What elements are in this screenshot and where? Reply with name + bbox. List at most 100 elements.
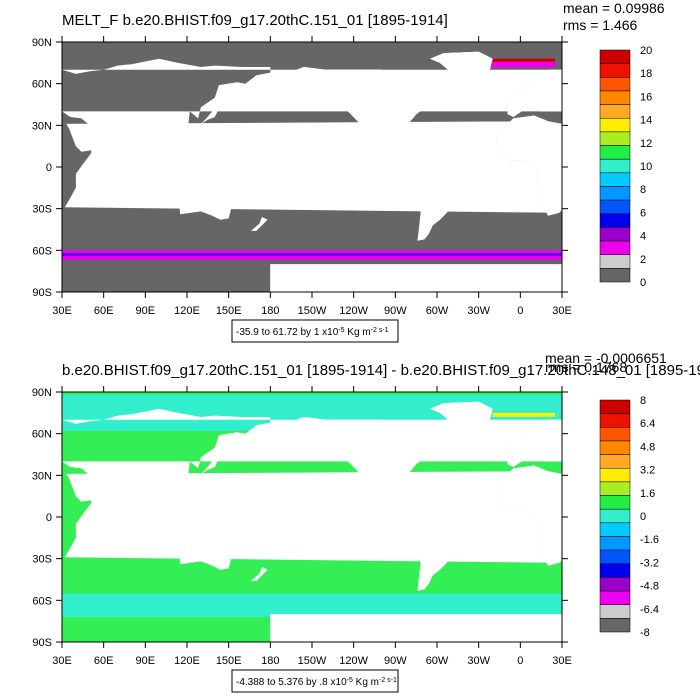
land-mass bbox=[200, 454, 218, 474]
land-mass bbox=[581, 534, 589, 552]
land-mass bbox=[679, 182, 700, 220]
y-tick-label: 90S bbox=[32, 287, 52, 299]
colorbar-label: -8 bbox=[640, 627, 650, 639]
colorbar-box bbox=[599, 63, 631, 78]
land-mass bbox=[652, 510, 667, 525]
colorbar-box bbox=[599, 481, 631, 496]
colorbar-label: 18 bbox=[640, 68, 652, 80]
colorbar-box bbox=[599, 145, 631, 160]
land-mass bbox=[202, 169, 229, 181]
x-tick-label: 60E bbox=[94, 305, 114, 317]
colorbar-box bbox=[599, 454, 631, 469]
land-mass bbox=[672, 157, 686, 172]
colorbar-label: 20 bbox=[640, 45, 652, 57]
land-mass bbox=[250, 567, 268, 581]
colorbar-box bbox=[599, 467, 631, 483]
x-tick-label: 30E bbox=[552, 305, 572, 317]
land-mass bbox=[679, 532, 700, 570]
land-mass bbox=[287, 417, 443, 506]
land-mass bbox=[178, 182, 233, 220]
x-tick-label: 60E bbox=[94, 655, 114, 667]
x-tick-label: 180 bbox=[261, 305, 279, 317]
y-tick-label: 90S bbox=[32, 637, 52, 649]
x-tick-label: 120W bbox=[339, 305, 368, 317]
x-tick-label: 150W bbox=[298, 655, 327, 667]
x-tick-label: 120E bbox=[174, 305, 200, 317]
colorbar-label: 1.6 bbox=[640, 488, 655, 500]
colorbar-box bbox=[599, 158, 631, 174]
land-mass bbox=[270, 264, 562, 292]
x-tick-label: 0 bbox=[517, 655, 523, 667]
colorbar-box bbox=[599, 577, 631, 592]
colorbar-box bbox=[599, 117, 631, 133]
x-tick-label: 30E bbox=[552, 655, 572, 667]
land-mass bbox=[430, 51, 493, 84]
range-label-box bbox=[231, 669, 399, 693]
x-tick-label: 60W bbox=[426, 655, 449, 667]
x-tick-label: 90W bbox=[384, 305, 407, 317]
land-mass bbox=[171, 157, 186, 173]
y-tick-label: 0 bbox=[46, 162, 52, 174]
colorbar-label: -3.2 bbox=[640, 557, 659, 569]
land-mass bbox=[287, 67, 443, 156]
colorbar-box bbox=[599, 227, 631, 242]
colorbar-label: 2 bbox=[640, 254, 646, 266]
y-tick-label: 30S bbox=[32, 554, 52, 566]
colorbar-label: -4.8 bbox=[640, 581, 659, 593]
panel-title: MELT_F b.e20.BHIST.f09_g17.20thC.151_01 … bbox=[62, 12, 448, 29]
colorbar-label: 6 bbox=[640, 207, 646, 219]
y-tick-label: 60N bbox=[32, 79, 52, 91]
arctic-diff-peak bbox=[492, 412, 556, 417]
colorbar-box bbox=[599, 254, 631, 269]
colorbar-box bbox=[599, 199, 631, 215]
land-mass bbox=[672, 507, 686, 522]
x-tick-label: 90E bbox=[136, 305, 156, 317]
land-mass bbox=[672, 507, 686, 522]
colorbar-box bbox=[599, 240, 631, 255]
arctic-melt-band bbox=[464, 61, 556, 68]
colorbar-label: 8 bbox=[640, 184, 646, 196]
range-label: -4.388 to 5.376 by .8 x10-5 Kg m-2 s-1 bbox=[236, 677, 397, 689]
x-tick-label: 30E bbox=[52, 655, 72, 667]
range-label-box bbox=[231, 319, 399, 343]
land-mass bbox=[430, 401, 493, 434]
colorbar-label: 6.4 bbox=[640, 418, 655, 430]
land-mass bbox=[407, 500, 472, 591]
colorbar-box bbox=[599, 536, 631, 551]
panel-melt-f: MELT_F b.e20.BHIST.f09_g17.20thC.151_01 … bbox=[32, 0, 700, 343]
land-mass bbox=[506, 69, 562, 117]
antarctic-melt-core bbox=[62, 253, 562, 257]
colorbar-label: 14 bbox=[640, 115, 652, 127]
land-mass bbox=[496, 465, 562, 566]
y-tick-label: 90N bbox=[32, 387, 52, 399]
range-label: -35.9 to 61.72 by 1 x10-5 Kg m-2 s-1 bbox=[236, 327, 389, 339]
map-plot: 30E 60E 90E 120E 150E 180 150W 120W 90W 60W 30W 0 30… bbox=[32, 36, 700, 343]
antarctic-diff-band bbox=[62, 593, 562, 617]
land-mass bbox=[652, 160, 667, 175]
y-tick-label: 30S bbox=[32, 204, 52, 216]
x-tick-label: 150W bbox=[298, 305, 327, 317]
y-tick-label: 90N bbox=[32, 37, 52, 49]
colorbar-label: -6.4 bbox=[640, 604, 659, 616]
x-tick-label: 60W bbox=[426, 305, 449, 317]
colorbar-box bbox=[599, 618, 631, 633]
colorbar-box bbox=[599, 172, 631, 187]
colorbar-box bbox=[599, 413, 631, 428]
land-mass bbox=[581, 184, 589, 202]
land-mass bbox=[679, 182, 700, 220]
arctic-melt-peak bbox=[492, 58, 556, 62]
colorbar-box bbox=[599, 590, 631, 605]
land-mass bbox=[200, 104, 218, 124]
colorbar-label: -1.6 bbox=[640, 534, 659, 546]
colorbar-box bbox=[599, 268, 631, 283]
y-tick-label: 60S bbox=[32, 245, 52, 257]
land-mass bbox=[270, 614, 562, 642]
colorbar-box bbox=[599, 77, 631, 92]
colorbar-box bbox=[599, 549, 631, 565]
x-tick-label: 30W bbox=[467, 305, 490, 317]
colorbar-box bbox=[599, 563, 631, 578]
colorbar-box bbox=[599, 399, 631, 414]
x-tick-label: 180 bbox=[261, 655, 279, 667]
panel-difference: b.e20.BHIST.f09_g17.20thC.151_01 [1895-1… bbox=[0, 350, 700, 700]
x-tick-label: 30W bbox=[467, 655, 490, 667]
